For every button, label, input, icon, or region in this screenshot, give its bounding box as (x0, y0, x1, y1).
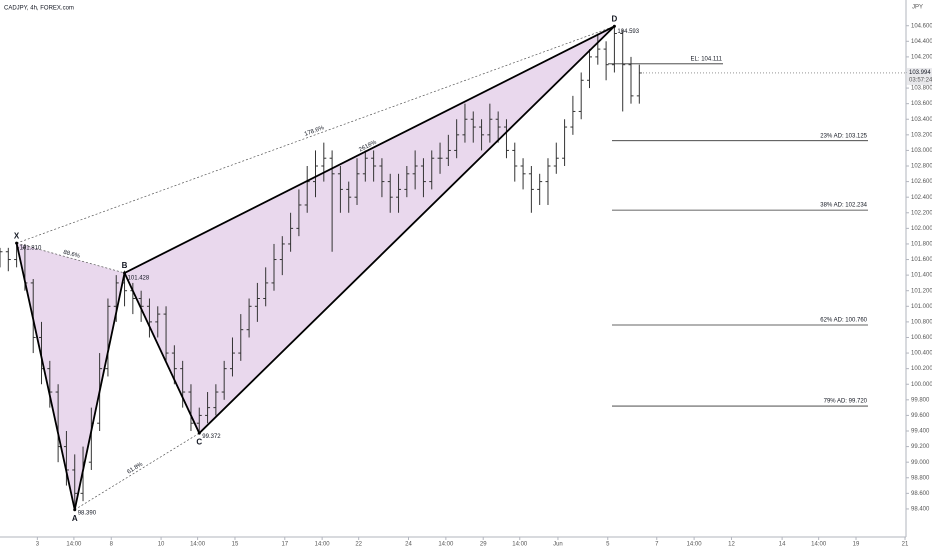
ratio-line (16, 242, 125, 274)
axis-unit: JPY (912, 5, 923, 11)
x-tick-label: 12 (728, 542, 735, 548)
y-tick-label: 101.200 (911, 288, 932, 294)
y-tick-label: 99.800 (911, 397, 930, 403)
y-tick-label: 100.800 (911, 319, 932, 325)
y-tick-label: 98.800 (911, 475, 930, 481)
pattern-point (123, 271, 127, 275)
pattern-fill (16, 243, 125, 510)
y-tick-label: 101.600 (911, 257, 932, 263)
x-tick-label: 19 (853, 542, 860, 548)
level-label: 79% AD: 99.720 (824, 399, 868, 405)
x-tick-label: 14:00 (190, 542, 206, 548)
pattern-letter: C (196, 437, 202, 446)
y-tick-label: 98.400 (911, 507, 930, 513)
y-tick-label: 104.200 (911, 54, 932, 60)
y-tick-label: 100.000 (911, 382, 932, 388)
pattern-point (73, 508, 77, 512)
y-tick-label: 98.600 (911, 491, 930, 497)
x-tick-label: 14:00 (687, 542, 703, 548)
x-tick-label: 5 (606, 542, 610, 548)
y-tick-label: 99.600 (911, 413, 930, 419)
last-price-box (907, 67, 932, 85)
y-tick-label: 102.800 (911, 164, 932, 170)
ratio-label: 178.6% (304, 125, 326, 138)
level-label: 23% AD: 103.125 (820, 133, 867, 139)
y-tick-label: 101.000 (911, 304, 932, 310)
y-tick-label: 104.400 (911, 39, 932, 45)
y-tick-label: 103.200 (911, 132, 932, 138)
y-tick-label: 101.400 (911, 273, 932, 279)
x-tick-label: 8 (110, 542, 114, 548)
x-tick-label: Jun (553, 542, 563, 548)
x-tick-label: 3 (36, 542, 40, 548)
y-tick-label: 103.400 (911, 117, 932, 123)
y-tick-label: 99.000 (911, 460, 930, 466)
countdown-label: 03:57:24 (909, 78, 932, 84)
y-tick-label: 100.400 (911, 351, 932, 357)
level-label: 38% AD: 102.234 (820, 203, 867, 209)
ratio-line (74, 432, 200, 511)
pattern-letter: B (122, 261, 128, 270)
y-tick-label: 100.200 (911, 366, 932, 372)
pattern-fill (124, 26, 615, 434)
y-tick-label: 99.200 (911, 444, 930, 450)
x-tick-label: 29 (480, 542, 487, 548)
pattern-price: 101.428 (128, 276, 150, 282)
chart-title: CADJPY, 4h, FOREX.com (4, 6, 74, 12)
pattern-letter: X (14, 231, 20, 240)
y-tick-label: 103.800 (911, 86, 932, 92)
pattern-price: 98.390 (78, 510, 97, 516)
y-tick-label: 100.600 (911, 335, 932, 341)
x-tick-label: 17 (281, 542, 288, 548)
x-tick-label: 21 (902, 542, 909, 548)
x-tick-label: 24 (405, 542, 412, 548)
pattern-letter: D (612, 14, 618, 23)
x-tick-label: 14:00 (66, 542, 82, 548)
pattern-point (197, 431, 201, 435)
x-tick-label: 10 (158, 542, 165, 548)
level-label: 62% AD: 100.760 (820, 318, 867, 324)
y-tick-label: 104.600 (911, 23, 932, 29)
ratio-line (16, 25, 615, 244)
x-tick-label: 22 (355, 542, 362, 548)
y-tick-label: 103.000 (911, 148, 932, 154)
x-tick-label: 14:00 (438, 542, 454, 548)
y-tick-label: 99.400 (911, 429, 930, 435)
y-tick-label: 101.800 (911, 242, 932, 248)
y-tick-label: 102.000 (911, 226, 932, 232)
y-tick-label: 102.400 (911, 195, 932, 201)
last-price-label: 103.994 (909, 70, 931, 76)
pattern-letter: A (72, 514, 78, 523)
y-tick-label: 103.600 (911, 101, 932, 107)
y-tick-label: 102.200 (911, 210, 932, 216)
y-tick-label: 102.600 (911, 179, 932, 185)
x-tick-label: 15 (232, 542, 239, 548)
x-tick-label: 14:00 (512, 542, 528, 548)
pattern-point (612, 24, 616, 28)
pattern-point (15, 241, 19, 245)
pattern-price: 99.372 (202, 434, 221, 440)
pattern-diagonal (124, 25, 615, 274)
ratio-label: 88.6% (62, 250, 81, 260)
pattern-price: 104.593 (617, 29, 639, 35)
x-tick-label: 14 (779, 542, 786, 548)
x-tick-label: 7 (655, 542, 659, 548)
x-tick-label: 14:00 (315, 542, 331, 548)
x-tick-label: 14:00 (811, 542, 827, 548)
level-label: EL: 104.111 (691, 56, 723, 62)
ratio-label: 61.8% (126, 461, 144, 475)
pattern-price: 101.810 (20, 246, 42, 252)
